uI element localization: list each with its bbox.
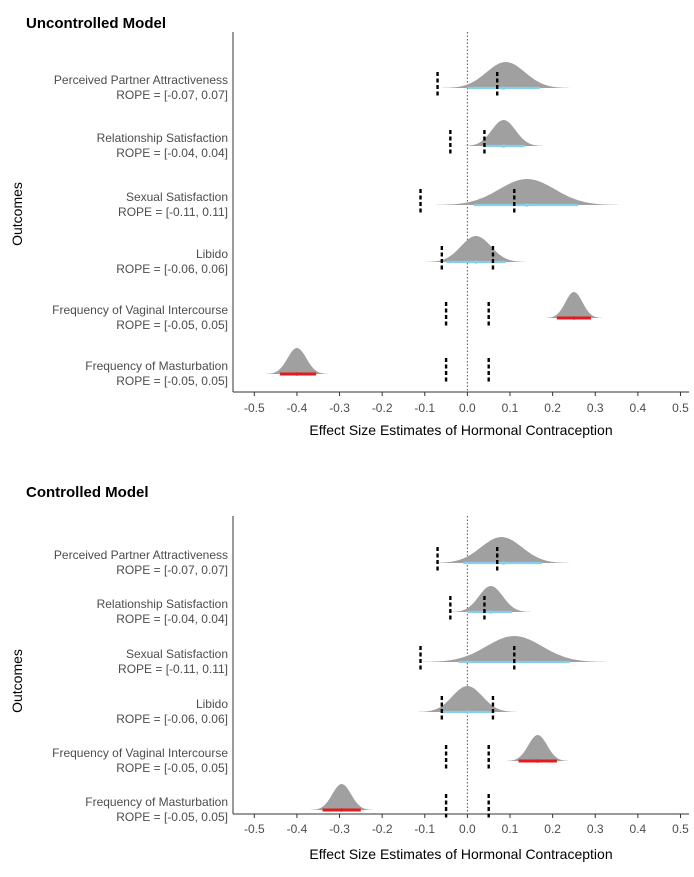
x-tick-label: -0.4 (287, 401, 308, 415)
rope-label: ROPE = [-0.05, 0.05] (116, 761, 228, 775)
x-tick-label: -0.2 (372, 401, 393, 415)
rope-label: ROPE = [-0.11, 0.11] (118, 205, 228, 219)
point-estimate (295, 372, 299, 376)
outcome-label: Frequency of Vaginal Intercourse (52, 746, 228, 760)
x-tick-label: 0.4 (630, 401, 647, 415)
x-tick-label: -0.1 (414, 822, 435, 836)
x-axis-title: Effect Size Estimates of Hormonal Contra… (309, 846, 612, 862)
rope-label: ROPE = [-0.04, 0.04] (116, 612, 228, 626)
point-estimate (501, 561, 506, 565)
rope-label: ROPE = [-0.07, 0.07] (116, 563, 228, 577)
x-tick-label: 0.2 (544, 822, 561, 836)
point-estimate (501, 144, 506, 148)
rope-label: ROPE = [-0.11, 0.11] (118, 662, 228, 676)
outcome-label: Sexual Satisfaction (126, 190, 228, 204)
x-tick-label: 0.5 (672, 401, 689, 415)
density-curve (545, 292, 603, 318)
x-tick-label: 0.1 (502, 822, 519, 836)
panel-title: Uncontrolled Model (26, 15, 166, 32)
rope-label: ROPE = [-0.06, 0.06] (116, 262, 228, 276)
rope-label: ROPE = [-0.07, 0.07] (116, 88, 228, 102)
x-tick-label: -0.5 (244, 822, 265, 836)
x-tick-label: -0.3 (329, 401, 350, 415)
outcome-label: Frequency of Vaginal Intercourse (52, 303, 228, 317)
density-curve (451, 586, 531, 612)
x-tick-label: 0.3 (587, 401, 604, 415)
point-estimate (535, 759, 540, 763)
x-axis-title: Effect Size Estimates of Hormonal Contra… (309, 422, 612, 438)
outcome-label: Perceived Partner Attractiveness (54, 73, 228, 87)
x-tick-label: -0.2 (372, 822, 393, 836)
density-curve (266, 348, 328, 374)
x-tick-label: 0.1 (502, 401, 519, 415)
rope-label: ROPE = [-0.06, 0.06] (116, 712, 228, 726)
y-axis-title: Outcomes (9, 649, 25, 713)
outcome-label: Frequency of Masturbation (85, 795, 228, 809)
rope-label: ROPE = [-0.05, 0.05] (116, 318, 228, 332)
point-estimate (474, 260, 478, 264)
rope-label: ROPE = [-0.04, 0.04] (116, 146, 228, 160)
outcome-label: Perceived Partner Attractiveness (54, 548, 228, 562)
rope-label: ROPE = [-0.05, 0.05] (116, 374, 228, 388)
density-curve (418, 686, 517, 712)
density-curve (442, 62, 569, 88)
density-curve (434, 537, 569, 563)
point-estimate (572, 316, 576, 320)
point-estimate (339, 808, 344, 812)
x-tick-label: -0.1 (414, 401, 435, 415)
x-tick-label: -0.5 (244, 401, 265, 415)
density-curve (464, 120, 543, 146)
outcome-label: Libido (196, 697, 228, 711)
x-tick-label: 0.4 (630, 822, 647, 836)
point-estimate (489, 610, 493, 614)
x-tick-label: 0.0 (459, 401, 476, 415)
density-curve (435, 179, 619, 205)
point-estimate (501, 86, 506, 90)
x-tick-label: 0.3 (587, 822, 604, 836)
x-tick-label: 0.5 (672, 822, 689, 836)
x-tick-label: -0.4 (287, 822, 308, 836)
outcome-label: Relationship Satisfaction (97, 131, 228, 145)
y-axis-title: Outcomes (9, 182, 25, 246)
x-tick-label: -0.3 (329, 822, 350, 836)
panel-title: Controlled Model (26, 484, 149, 501)
point-estimate (525, 203, 529, 207)
x-tick-label: 0.0 (459, 822, 476, 836)
outcome-label: Frequency of Masturbation (85, 359, 228, 373)
density-curve (310, 784, 373, 810)
outcome-label: Libido (196, 247, 228, 261)
rope-label: ROPE = [-0.05, 0.05] (116, 810, 228, 824)
x-tick-label: 0.2 (544, 401, 561, 415)
outcome-label: Relationship Satisfaction (97, 597, 228, 611)
density-curve (506, 735, 569, 761)
density-curve (426, 236, 526, 262)
outcome-label: Sexual Satisfaction (126, 647, 228, 661)
point-estimate (465, 710, 470, 714)
